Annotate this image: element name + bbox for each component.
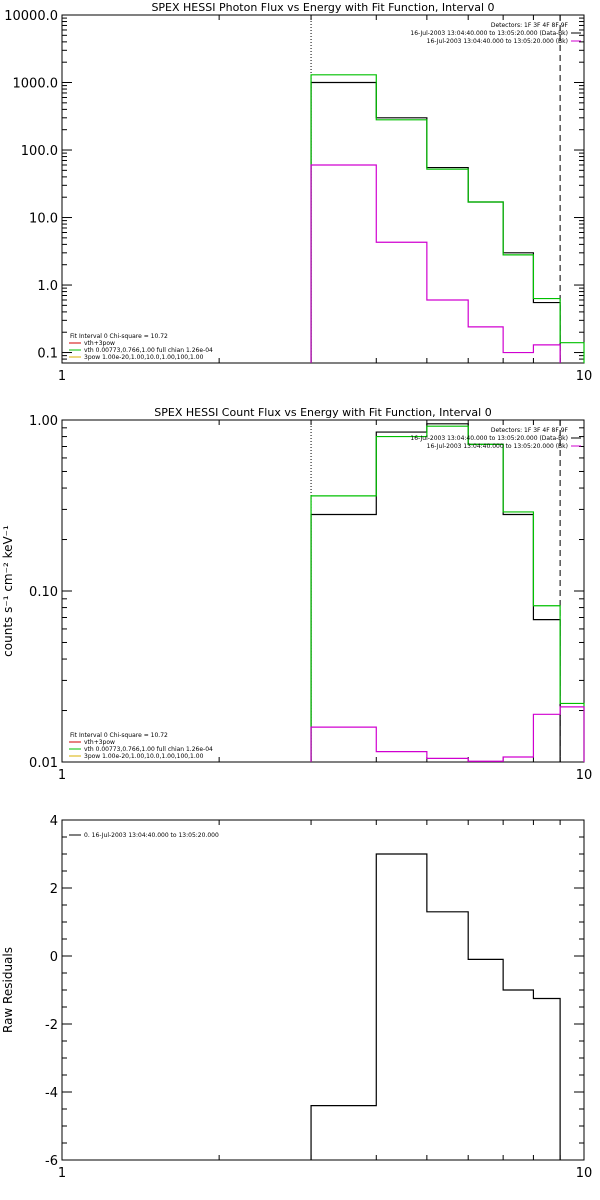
x-tick-label: 1 [58, 1166, 66, 1181]
plot-panel-3: Raw Residuals 1 10 -6 -4 -2 0 2 4 0. 16-Jul-2003 … [1, 814, 592, 1181]
y-tick-label: 10000.0 [4, 9, 58, 24]
y-tick-label: -4 [45, 1086, 58, 1101]
series-1-step-line [310, 81, 561, 363]
series-1-step-line [310, 423, 561, 762]
series-1-step-line [310, 853, 561, 1160]
plot-frame [61, 419, 585, 763]
series-3-step-line [310, 706, 585, 762]
x-tick-label: 10 [576, 369, 593, 384]
plot-frame [61, 14, 585, 364]
x-tick-label: 10 [576, 768, 593, 783]
legend-left-text: Fit Interval 0 Chi-square = 10.72 [70, 732, 168, 739]
x-tick-label: 1 [58, 369, 66, 384]
series-3-step-line [310, 164, 561, 363]
y-tick-label: 10.0 [29, 212, 58, 227]
chart-title: SPEX HESSI Count Flux vs Energy with Fit… [154, 406, 491, 419]
y-tick-label: -2 [45, 1018, 58, 1033]
y-tick-label: 2 [50, 882, 58, 897]
legend-left-text: 3pow 1.00e-20,1.00,10.0,1.00,100,1.00 [84, 753, 204, 760]
legend-left-text: 3pow 1.00e-20,1.00,10.0,1.00,100,1.00 [84, 354, 204, 361]
legend-right-text: 16-Jul-2003 13:04:40.000 to 13:05:20.000… [427, 38, 568, 45]
plot-panel-1: SPEX HESSI Photon Flux vs Energy with Fi… [4, 1, 592, 384]
legend-left-text: vth+3pow [84, 340, 115, 347]
y-axis-label: counts s⁻¹ cm⁻² keV⁻¹ [1, 525, 15, 657]
y-tick-label: 100.0 [21, 144, 58, 159]
legend-right-text: 16-Jul-2003 13:04:40.000 to 13:05:20.000… [427, 443, 568, 450]
legend-right-text: Detectors: 1F 3F 4F 8F 9F [491, 427, 569, 434]
y-tick-label: 4 [50, 814, 58, 829]
y-tick-label: 0 [50, 950, 58, 965]
y-tick-label: 1000.0 [13, 77, 59, 92]
legend-left-text: vth 0.00773,0.766,1.00 full chian 1.26e-… [84, 347, 213, 354]
legend-right-text: Detectors: 1F 3F 4F 8F 9F [491, 22, 569, 29]
y-tick-label: 0.10 [29, 585, 58, 600]
series-2-step-line [310, 74, 585, 363]
x-tick-label: 1 [58, 768, 66, 783]
series-2-step-line [310, 425, 585, 762]
x-tick-label: 10 [576, 1166, 593, 1181]
plot-panel-2: SPEX HESSI Count Flux vs Energy with Fit… [1, 406, 592, 783]
chart-title: SPEX HESSI Photon Flux vs Energy with Fi… [151, 1, 494, 14]
legend-left-text: vth+3pow [84, 739, 115, 746]
legend-right-text: 16-Jul-2003 13:04:40.000 to 13:05:20.000… [410, 435, 568, 442]
legend-right-text: 16-Jul-2003 13:04:40.000 to 13:05:20.000… [410, 30, 568, 37]
y-tick-label: -6 [45, 1154, 58, 1169]
legend-left-text: 0. 16-Jul-2003 13:04:40.000 to 13:05:20.… [84, 832, 219, 839]
legend-left-text: vth 0.00773,0.766,1.00 full chian 1.26e-… [84, 746, 213, 753]
y-tick-label: 0.1 [37, 347, 58, 362]
y-tick-label: 0.01 [29, 756, 58, 771]
y-axis-label: Raw Residuals [1, 947, 15, 1033]
y-tick-label: 1.00 [29, 414, 58, 429]
y-tick-label: 1.0 [37, 279, 58, 294]
legend-left-text: Fit Interval 0 Chi-square = 10.72 [70, 333, 168, 340]
